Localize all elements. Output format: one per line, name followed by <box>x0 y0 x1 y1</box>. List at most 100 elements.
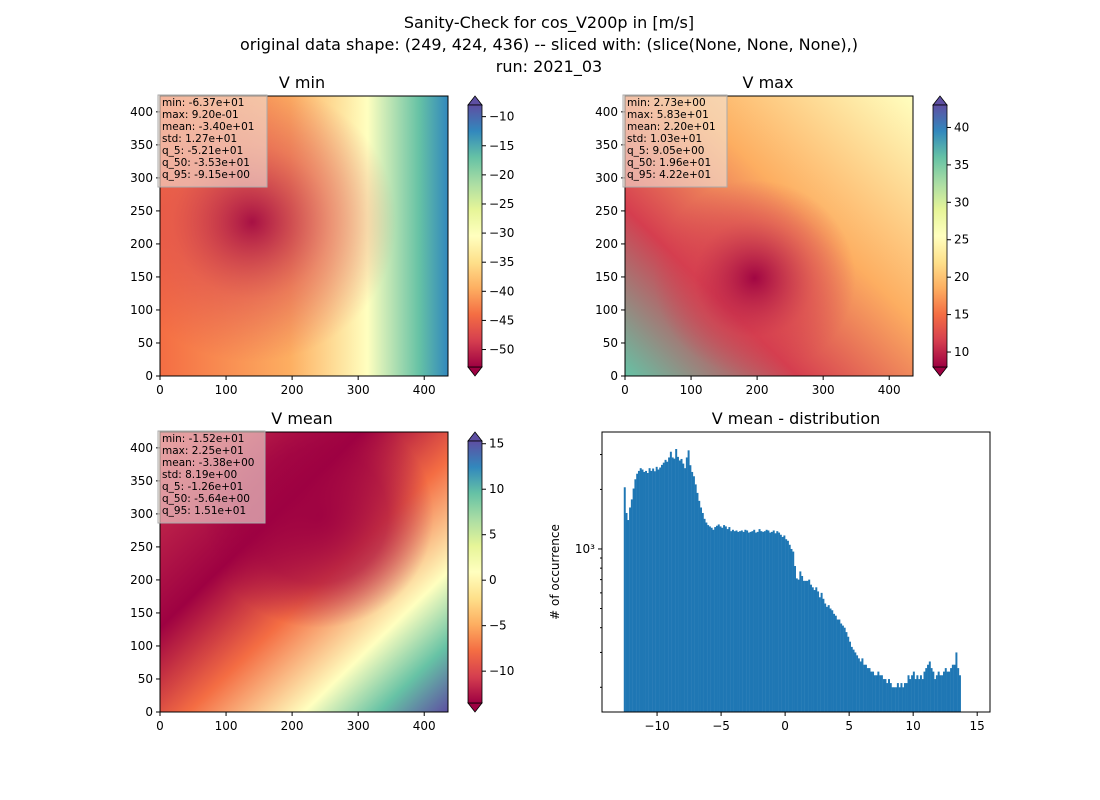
x-tick-label: 0 <box>156 719 164 733</box>
y-tick-label: 200 <box>130 573 153 587</box>
figure-title-line3: run: 2021_03 <box>496 57 602 77</box>
colorbar-gradient <box>932 104 948 368</box>
histogram-bar <box>849 641 851 712</box>
histogram-bar <box>916 675 919 712</box>
stat-line: q_50: 1.96e+01 <box>627 157 711 169</box>
histogram-bar <box>850 646 853 712</box>
histogram-bar <box>778 532 781 712</box>
colorbar-tick-label: 30 <box>954 195 969 209</box>
colorbar-vmax: 10 15 20 25 30 35 40 <box>932 95 969 377</box>
histogram-bar <box>866 668 869 712</box>
colorbar-tick-label: 40 <box>954 120 969 134</box>
axes-ticks-vmean: 0 100 200 300 400 0 50 100 150 200 250 300 350 400 <box>130 441 436 733</box>
colorbar-tick-label: −10 <box>489 664 514 678</box>
y-tick-label: 300 <box>595 171 618 185</box>
histogram-bar <box>733 531 736 712</box>
colorbar-tick-label: 10 <box>954 345 969 359</box>
y-tick-label: 0 <box>610 369 618 383</box>
histogram-bar <box>831 610 834 712</box>
histogram-bar <box>822 598 825 712</box>
y-tick-label: 300 <box>130 171 153 185</box>
histogram-bar <box>946 671 949 712</box>
y-tick-label: 0 <box>145 369 153 383</box>
histogram-bar <box>801 576 804 712</box>
histogram-bar <box>783 535 786 712</box>
histogram-bar <box>792 551 795 712</box>
histogram-ylabel: # of occurrence <box>548 524 562 620</box>
histogram-bar <box>806 580 809 712</box>
histogram-bar <box>664 459 667 712</box>
histogram-bar <box>701 512 704 712</box>
histogram-bar <box>675 449 678 712</box>
heatmap-panel-vmean: V mean 0 100 200 300 40005010015020025030035… <box>130 409 514 733</box>
histogram-bar <box>868 668 871 712</box>
histogram-bar <box>817 591 820 712</box>
histogram-bar <box>648 468 651 712</box>
axes-ticks-vmin: 0 100 200 300 400 0 50 100 150 200 250 300 350 400 <box>130 105 436 397</box>
colorbar-extend-max <box>467 431 483 442</box>
x-tick-label: 0 <box>156 383 164 397</box>
histogram-bar <box>634 479 637 712</box>
histogram-bar <box>682 463 685 712</box>
histogram-bar <box>891 687 894 712</box>
heatmap-panel-vmax: V max 0 100 200 300 400050100150200250300350… <box>595 73 969 397</box>
histogram-bar <box>636 473 639 712</box>
x-tick-label: 0 <box>781 719 789 733</box>
histogram-bar <box>863 664 866 712</box>
histogram-bar <box>769 532 772 712</box>
histogram-bar <box>758 529 761 712</box>
histogram-bar <box>859 661 862 712</box>
histogram-bar <box>880 675 883 712</box>
histogram-bar <box>856 655 859 712</box>
histogram-bar <box>875 675 878 712</box>
colorbar-tick-label: 35 <box>954 158 969 172</box>
colorbar-tick-label: −40 <box>489 284 514 298</box>
histogram-bar <box>687 450 690 712</box>
histogram-bar <box>737 531 740 712</box>
histogram-bar <box>721 527 724 712</box>
histogram-bar <box>879 675 882 712</box>
histogram-axes: −10 −5 0 5 10 15 10³ <box>575 454 985 733</box>
histogram-bar <box>739 531 742 712</box>
histogram-bar <box>909 679 912 712</box>
histogram-bar <box>948 671 951 712</box>
y-tick-label: 50 <box>603 336 618 350</box>
histogram-bar <box>779 534 782 712</box>
histogram-bar <box>762 531 765 712</box>
histogram-panel: V mean - distribution −10 −5 0 5 10 15 10³ # o… <box>548 409 991 733</box>
y-tick-label: 0 <box>145 705 153 719</box>
y-tick-label: 150 <box>595 270 618 284</box>
colorbar-tick-label: 5 <box>489 528 497 542</box>
histogram-bar <box>941 675 944 712</box>
x-tick-label: 300 <box>347 383 370 397</box>
histogram-bar <box>953 664 956 712</box>
colorbar-tick-label: −35 <box>489 255 514 269</box>
histogram-bar <box>930 668 933 712</box>
histogram-bar <box>735 530 738 712</box>
histogram-bar <box>911 675 914 712</box>
stats-box-vmin: min: -6.37e+01 max: 9.20e-01 mean: -3.40… <box>157 94 268 188</box>
histogram-bar <box>925 668 928 712</box>
histogram-bar <box>661 464 663 712</box>
histogram-bar <box>685 457 688 712</box>
figure-title-line1: Sanity-Check for cos_V200p in [m/s] <box>404 13 694 33</box>
histogram-bar <box>785 539 788 712</box>
histogram-bar <box>676 456 679 712</box>
histogram-bar <box>671 457 674 712</box>
panel-title-histogram: V mean - distribution <box>712 409 881 428</box>
y-tick-label: 400 <box>595 105 618 119</box>
histogram-bar <box>836 619 839 712</box>
histogram-bar <box>760 531 763 712</box>
histogram-bar <box>669 451 672 712</box>
histogram-bar <box>742 531 745 712</box>
x-tick-label: −5 <box>712 719 730 733</box>
histogram-bar <box>691 471 694 712</box>
histogram-bar <box>728 527 731 712</box>
histogram-bar <box>928 661 931 712</box>
y-tick-label: 50 <box>138 672 153 686</box>
colorbar-tick-label: −45 <box>489 313 514 327</box>
histogram-bar <box>646 473 649 712</box>
stat-line: q_50: -5.64e+00 <box>162 493 250 505</box>
histogram-bar <box>799 571 802 712</box>
